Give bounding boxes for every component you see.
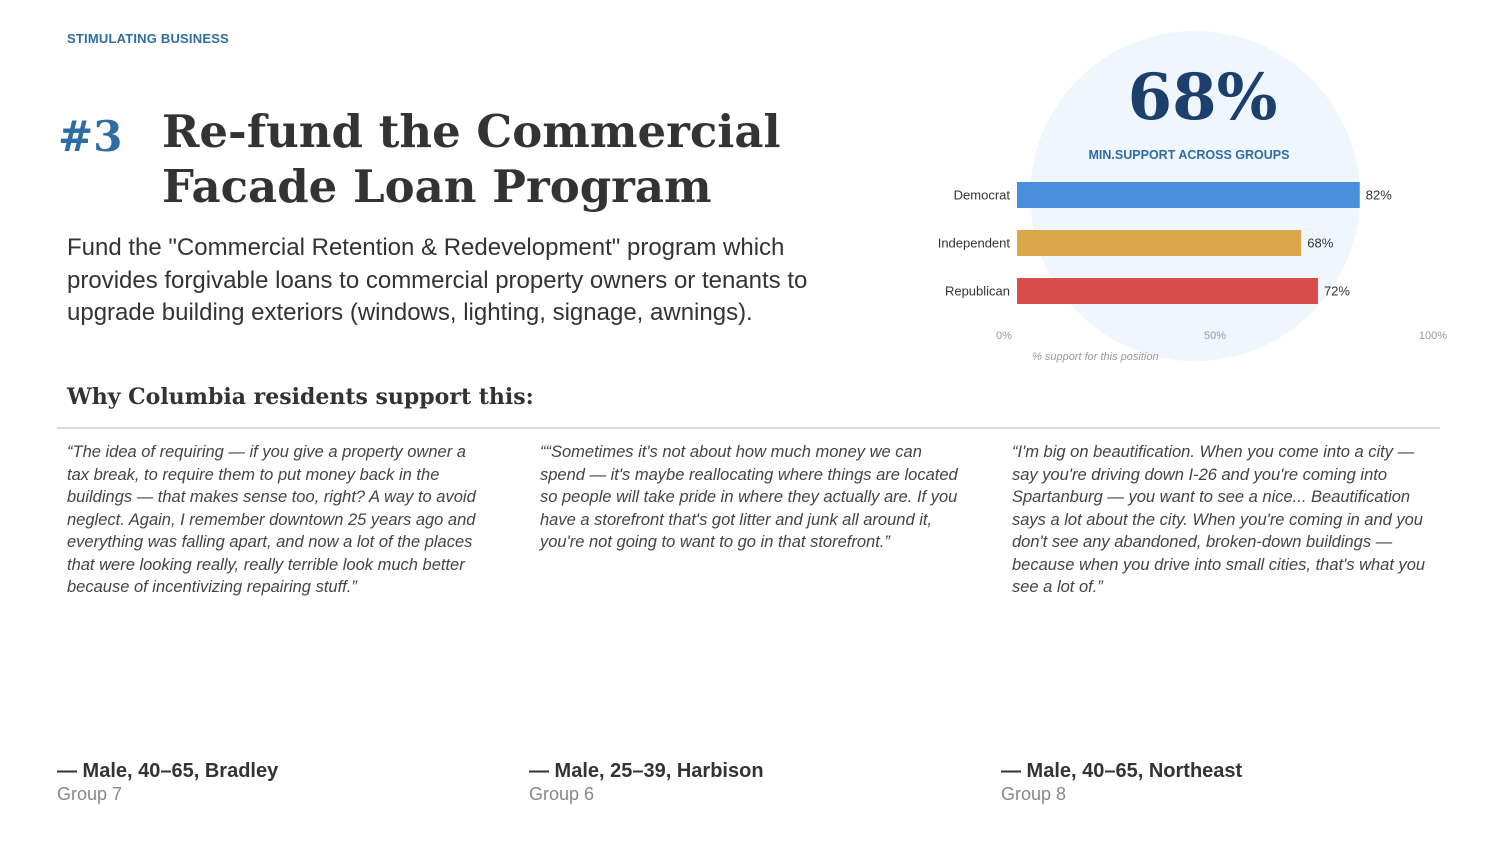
section-label: STIMULATING BUSINESS [67, 31, 229, 46]
x-tick-label: 0% [996, 330, 1012, 342]
attribution-group: Group 7 [57, 784, 123, 804]
category-label-democrat: Democrat [954, 188, 1011, 203]
proposal-description: Fund the "Commercial Retention & Redevel… [67, 234, 808, 326]
x-tick-label: 100% [1419, 330, 1447, 342]
why-heading: Why Columbia residents support this: [67, 384, 534, 410]
divider [57, 427, 1440, 429]
category-label-independent: Independent [938, 236, 1011, 251]
attribution-name: — Male, 40–65, Bradley [57, 760, 279, 782]
attribution-group: Group 6 [529, 784, 595, 804]
category-label-republican: Republican [945, 284, 1010, 299]
support-bar-chart: Democrat 82% Independent 68% Republican 72% 0%… [938, 182, 1447, 363]
value-label-republican: 72% [1324, 284, 1350, 299]
quote-text-3: “I'm big on beautification. When you com… [1012, 443, 1426, 596]
bar-republican [1017, 278, 1318, 304]
page-title: Re-fund the Commercial Facade Loan Progr… [162, 105, 781, 213]
attribution-group: Group 8 [1001, 784, 1067, 804]
quote-attribution-2: — Male, 25–39, Harbison Group 6 [529, 759, 764, 805]
rank-number: #3 [58, 112, 123, 161]
quote-attribution-3: — Male, 40–65, Northeast Group 8 [1001, 759, 1242, 805]
quote-text-1: “The idea of requiring — if you give a p… [67, 443, 476, 596]
quote-text-2: ““Sometimes it's not about how much mone… [540, 443, 958, 551]
value-label-democrat: 82% [1366, 188, 1392, 203]
value-label-independent: 68% [1307, 236, 1333, 251]
quote-attribution-1: — Male, 40–65, Bradley Group 7 [57, 759, 278, 805]
attribution-name: — Male, 40–65, Northeast [1001, 760, 1243, 782]
attribution-name: — Male, 25–39, Harbison [529, 760, 764, 782]
x-tick-label: 50% [1204, 330, 1226, 342]
min-support-label: MIN.SUPPORT ACROSS GROUPS [1088, 148, 1290, 162]
bar-democrat [1017, 182, 1360, 208]
bar-independent [1017, 230, 1302, 256]
min-support-value: 68% [1127, 60, 1278, 135]
x-axis-label: % support for this position [1032, 351, 1159, 363]
